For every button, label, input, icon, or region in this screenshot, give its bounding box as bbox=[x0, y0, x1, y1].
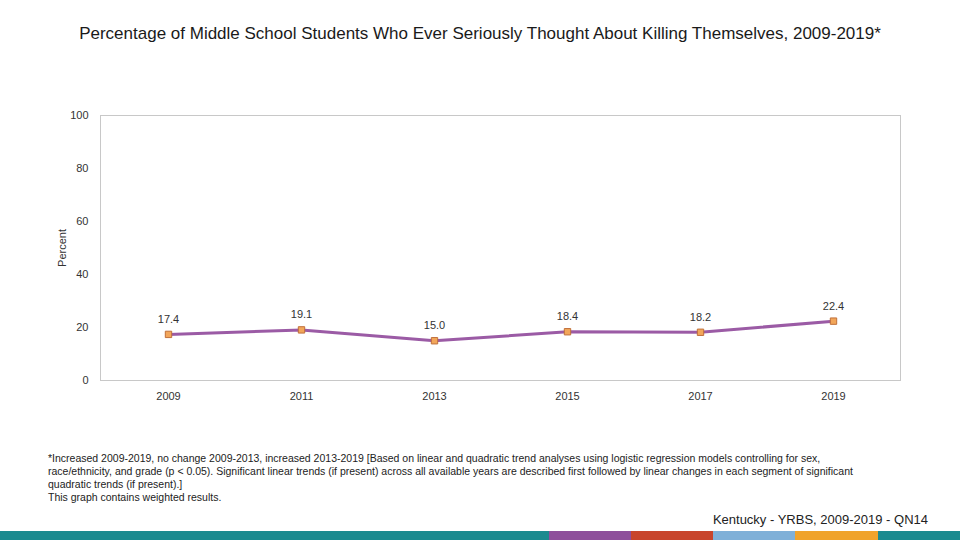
svg-text:2009: 2009 bbox=[156, 390, 180, 402]
svg-text:2013: 2013 bbox=[422, 390, 446, 402]
html-text:Percentage of Middle School St: Percentage of Middle School Students Who… bbox=[79, 24, 881, 43]
html-text:This graph contains weighted r: This graph contains weighted results. bbox=[48, 491, 222, 503]
svg-text:40: 40 bbox=[76, 268, 88, 280]
svg-text:80: 80 bbox=[76, 162, 88, 174]
html-text:Kentucky - YRBS, 2009-2019 - Q: Kentucky - YRBS, 2009-2019 - QN14 bbox=[712, 512, 928, 527]
svg-text:2019: 2019 bbox=[821, 390, 845, 402]
svg-text:19.1: 19.1 bbox=[291, 308, 312, 320]
svg-text:2015: 2015 bbox=[555, 390, 579, 402]
svg-text:15.0: 15.0 bbox=[424, 319, 445, 331]
svg-text:60: 60 bbox=[76, 215, 88, 227]
svg-text:Percent: Percent bbox=[56, 229, 68, 267]
svg-text:20: 20 bbox=[76, 321, 88, 333]
svg-text:17.4: 17.4 bbox=[158, 313, 179, 325]
html-text:*Increased 2009-2019, no chang: *Increased 2009-2019, no change 2009-201… bbox=[48, 452, 853, 490]
svg-text:22.4: 22.4 bbox=[823, 300, 844, 312]
svg-text:0: 0 bbox=[82, 374, 88, 386]
svg-text:2017: 2017 bbox=[688, 390, 712, 402]
svg-text:100: 100 bbox=[70, 109, 88, 121]
svg-text:18.2: 18.2 bbox=[690, 311, 711, 323]
svg-text:2011: 2011 bbox=[290, 390, 314, 402]
svg-text:18.4: 18.4 bbox=[557, 310, 578, 322]
